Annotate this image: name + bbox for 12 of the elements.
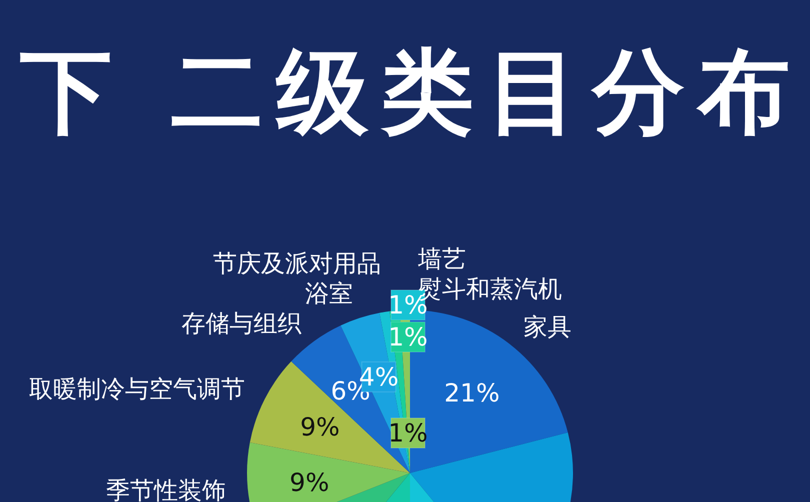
data-label: 21% [444,378,500,408]
slice-label: 节庆及派对用品 [213,249,382,278]
slice-label: 浴室 [304,279,353,308]
data-label: 9% [300,412,340,442]
slice-label: 墙艺 [417,244,466,273]
data-label: 9% [290,468,330,498]
slice-label: 取暖制冷与空气调节 [29,375,246,404]
data-label: 1% [388,322,428,352]
chart-title: 下 二级类目分布 [20,38,790,146]
slice-label: 季节性装饰 [106,476,226,502]
slice-label: 家具 [523,312,572,341]
slice-label: 存储与组织 [181,309,302,338]
